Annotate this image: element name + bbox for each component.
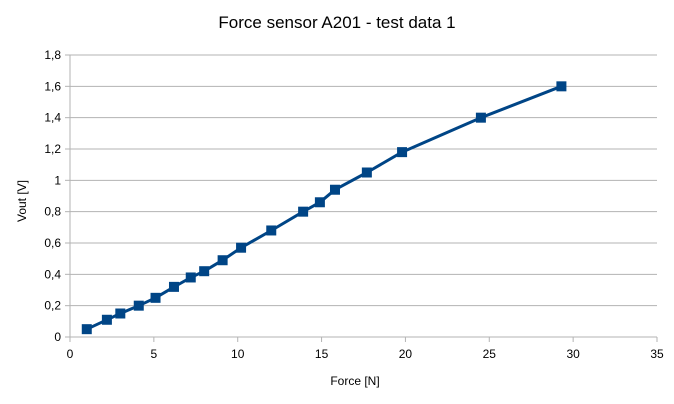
data-point-marker — [236, 242, 247, 253]
data-series — [81, 81, 567, 335]
y-tick-label: 1,2 — [44, 142, 61, 156]
x-tick-label: 15 — [315, 347, 329, 361]
y-tick-label: 1,8 — [44, 48, 61, 62]
x-tick-label: 35 — [650, 347, 664, 361]
data-point-marker — [314, 197, 325, 208]
data-point-marker — [217, 255, 228, 266]
data-point-marker — [266, 225, 277, 236]
axes — [65, 54, 658, 342]
data-point-marker — [397, 147, 408, 158]
y-tick-label: 1 — [54, 173, 61, 187]
series-line — [86, 84, 562, 331]
y-tick-label: 0,6 — [44, 236, 61, 250]
data-point-marker — [556, 81, 567, 92]
data-point-marker — [133, 300, 144, 311]
data-point-marker — [199, 266, 210, 277]
x-tick-label: 0 — [67, 347, 74, 361]
x-axis-title: Force [N] — [330, 374, 379, 388]
y-axis-title: Vout [V] — [15, 180, 29, 222]
y-tick-label: 0 — [54, 330, 61, 344]
data-point-marker — [185, 272, 196, 283]
chart-title: Force sensor A201 - test data 1 — [218, 13, 455, 32]
tick-labels: 0 0,2 0,4 0,6 0,8 1 1,2 1,4 1,6 1,8 0 5 10 15 20 25 30 35 — [44, 48, 664, 361]
y-tick-label: 0,4 — [44, 267, 61, 281]
data-point-marker — [115, 308, 126, 319]
x-tick-label: 10 — [231, 347, 245, 361]
data-point-marker — [361, 167, 372, 178]
y-tick-label: 0,2 — [44, 299, 61, 313]
x-tick-label: 20 — [399, 347, 413, 361]
data-point-marker — [329, 184, 340, 195]
data-point-marker — [168, 281, 179, 292]
x-tick-label: 5 — [151, 347, 158, 361]
grid-lines — [70, 54, 657, 338]
data-point-marker — [475, 112, 486, 123]
x-tick-label: 30 — [566, 347, 580, 361]
x-tick-label: 25 — [483, 347, 497, 361]
data-point-marker — [101, 314, 112, 325]
data-point-marker — [298, 206, 309, 217]
data-point-marker — [150, 292, 161, 303]
data-point-marker — [81, 324, 92, 335]
y-tick-label: 0,8 — [44, 205, 61, 219]
y-tick-label: 1,6 — [44, 79, 61, 93]
y-tick-label: 1,4 — [44, 111, 61, 125]
